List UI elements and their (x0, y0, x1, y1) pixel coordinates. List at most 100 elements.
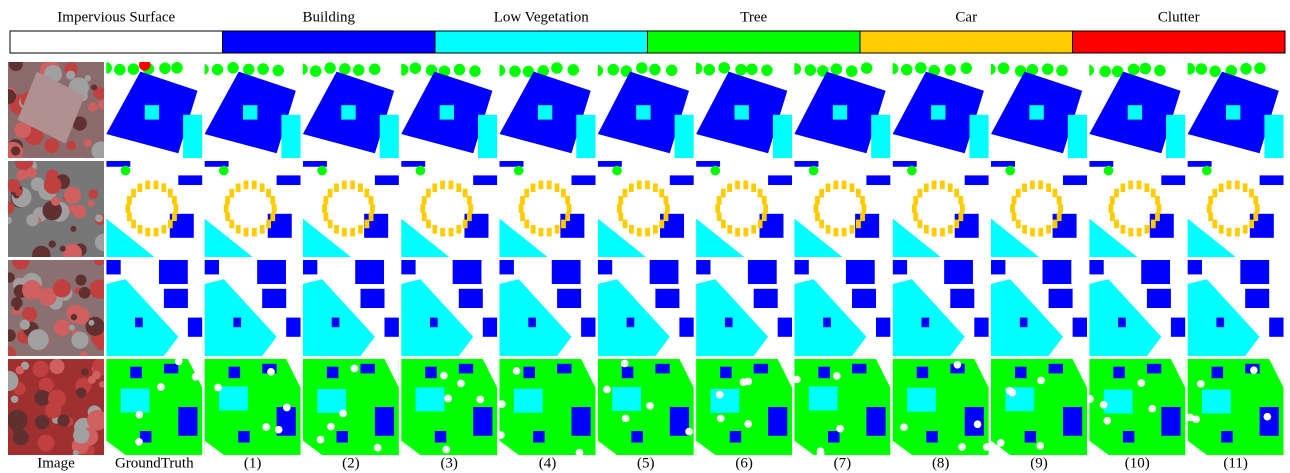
region (369, 212, 374, 221)
region (612, 166, 622, 176)
region (32, 361, 48, 377)
region (168, 189, 173, 198)
region (1114, 220, 1119, 229)
region (751, 183, 756, 192)
region (631, 431, 643, 443)
cell-content (696, 260, 792, 356)
region (463, 189, 468, 198)
region (272, 65, 284, 77)
region (262, 289, 286, 308)
region (557, 364, 571, 374)
region (1264, 413, 1272, 421)
legend-swatch (648, 31, 861, 53)
region (375, 175, 399, 185)
region (1025, 431, 1037, 443)
region (1219, 225, 1224, 234)
region (555, 183, 560, 192)
region (229, 220, 234, 229)
region (227, 62, 239, 74)
region (135, 411, 143, 419)
region (1114, 189, 1119, 198)
region (260, 183, 265, 192)
region (948, 225, 953, 234)
region (121, 166, 131, 176)
cell-content (106, 161, 202, 257)
cell-image (598, 260, 694, 356)
region (809, 166, 819, 176)
cell-content (500, 260, 596, 356)
region (954, 220, 959, 229)
region (355, 260, 384, 284)
cell-image (592, 62, 694, 158)
region (2, 201, 15, 214)
cell-image (1, 253, 111, 362)
region (89, 279, 108, 298)
column-label: (10) (1125, 455, 1150, 471)
region (91, 84, 97, 90)
region (449, 228, 454, 237)
region (1264, 115, 1283, 158)
region (1057, 196, 1062, 205)
region (49, 240, 56, 247)
cell-content (991, 260, 1087, 356)
region (1171, 318, 1185, 337)
region (175, 358, 183, 366)
region (1216, 318, 1224, 328)
region (833, 105, 847, 119)
region (1123, 431, 1135, 443)
region (1110, 196, 1115, 205)
region (768, 175, 792, 185)
figure: Impervious SurfaceBuildingLow Vegetation… (0, 0, 1290, 473)
region (915, 62, 927, 74)
region (751, 225, 756, 234)
region (85, 75, 91, 81)
region (758, 220, 763, 229)
cell-content (1089, 161, 1185, 257)
cell-image (696, 161, 792, 257)
region (819, 220, 824, 229)
region (478, 115, 497, 158)
region (236, 225, 241, 234)
region (622, 415, 630, 423)
region (145, 105, 159, 119)
region (1245, 289, 1269, 308)
region (717, 415, 725, 423)
cell-image (1188, 260, 1284, 356)
cell-image (991, 359, 1087, 455)
region (440, 181, 445, 190)
region (1121, 225, 1126, 234)
region (913, 212, 918, 221)
region (15, 189, 22, 196)
region (940, 181, 945, 190)
cell-image (1086, 359, 1185, 455)
region (1208, 212, 1213, 221)
region (815, 212, 820, 221)
region (219, 386, 248, 410)
region (1140, 63, 1152, 75)
region (456, 183, 461, 192)
region (26, 167, 37, 178)
region (328, 220, 333, 229)
region (1016, 189, 1021, 198)
region (539, 228, 544, 237)
region (711, 389, 740, 413)
region (444, 395, 452, 403)
region (401, 161, 425, 167)
region (598, 161, 622, 167)
region (1250, 366, 1258, 374)
region (266, 189, 271, 198)
cell-content (598, 359, 694, 455)
region (1197, 380, 1205, 388)
region (327, 367, 339, 379)
region (84, 139, 92, 147)
region (468, 204, 473, 213)
region (819, 189, 824, 198)
region (572, 175, 596, 185)
region (1128, 105, 1142, 119)
column-label: (8) (932, 455, 950, 471)
cell-image (1089, 260, 1185, 356)
region (565, 196, 570, 205)
region (861, 62, 873, 74)
region (183, 115, 202, 158)
region (324, 212, 329, 221)
